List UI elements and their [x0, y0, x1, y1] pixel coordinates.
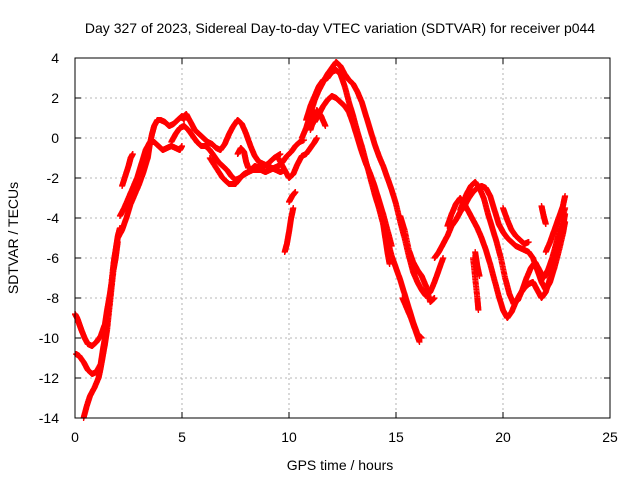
data-point	[290, 205, 297, 211]
data-point	[245, 165, 252, 171]
data-point	[114, 239, 121, 245]
chart-title: Day 327 of 2023, Sidereal Day-to-day VTE…	[85, 20, 595, 36]
data-point	[116, 225, 123, 231]
data-point	[179, 143, 185, 149]
data-points	[72, 59, 569, 421]
data-point	[313, 135, 320, 141]
data-point	[322, 123, 329, 129]
data-point	[386, 261, 393, 267]
data-point	[277, 151, 284, 157]
data-point	[292, 189, 299, 195]
data-point	[416, 339, 423, 345]
grid-lines	[75, 58, 610, 418]
data-point	[440, 255, 447, 261]
data-point	[129, 151, 136, 157]
data-point	[388, 243, 395, 249]
data-point	[431, 295, 438, 301]
